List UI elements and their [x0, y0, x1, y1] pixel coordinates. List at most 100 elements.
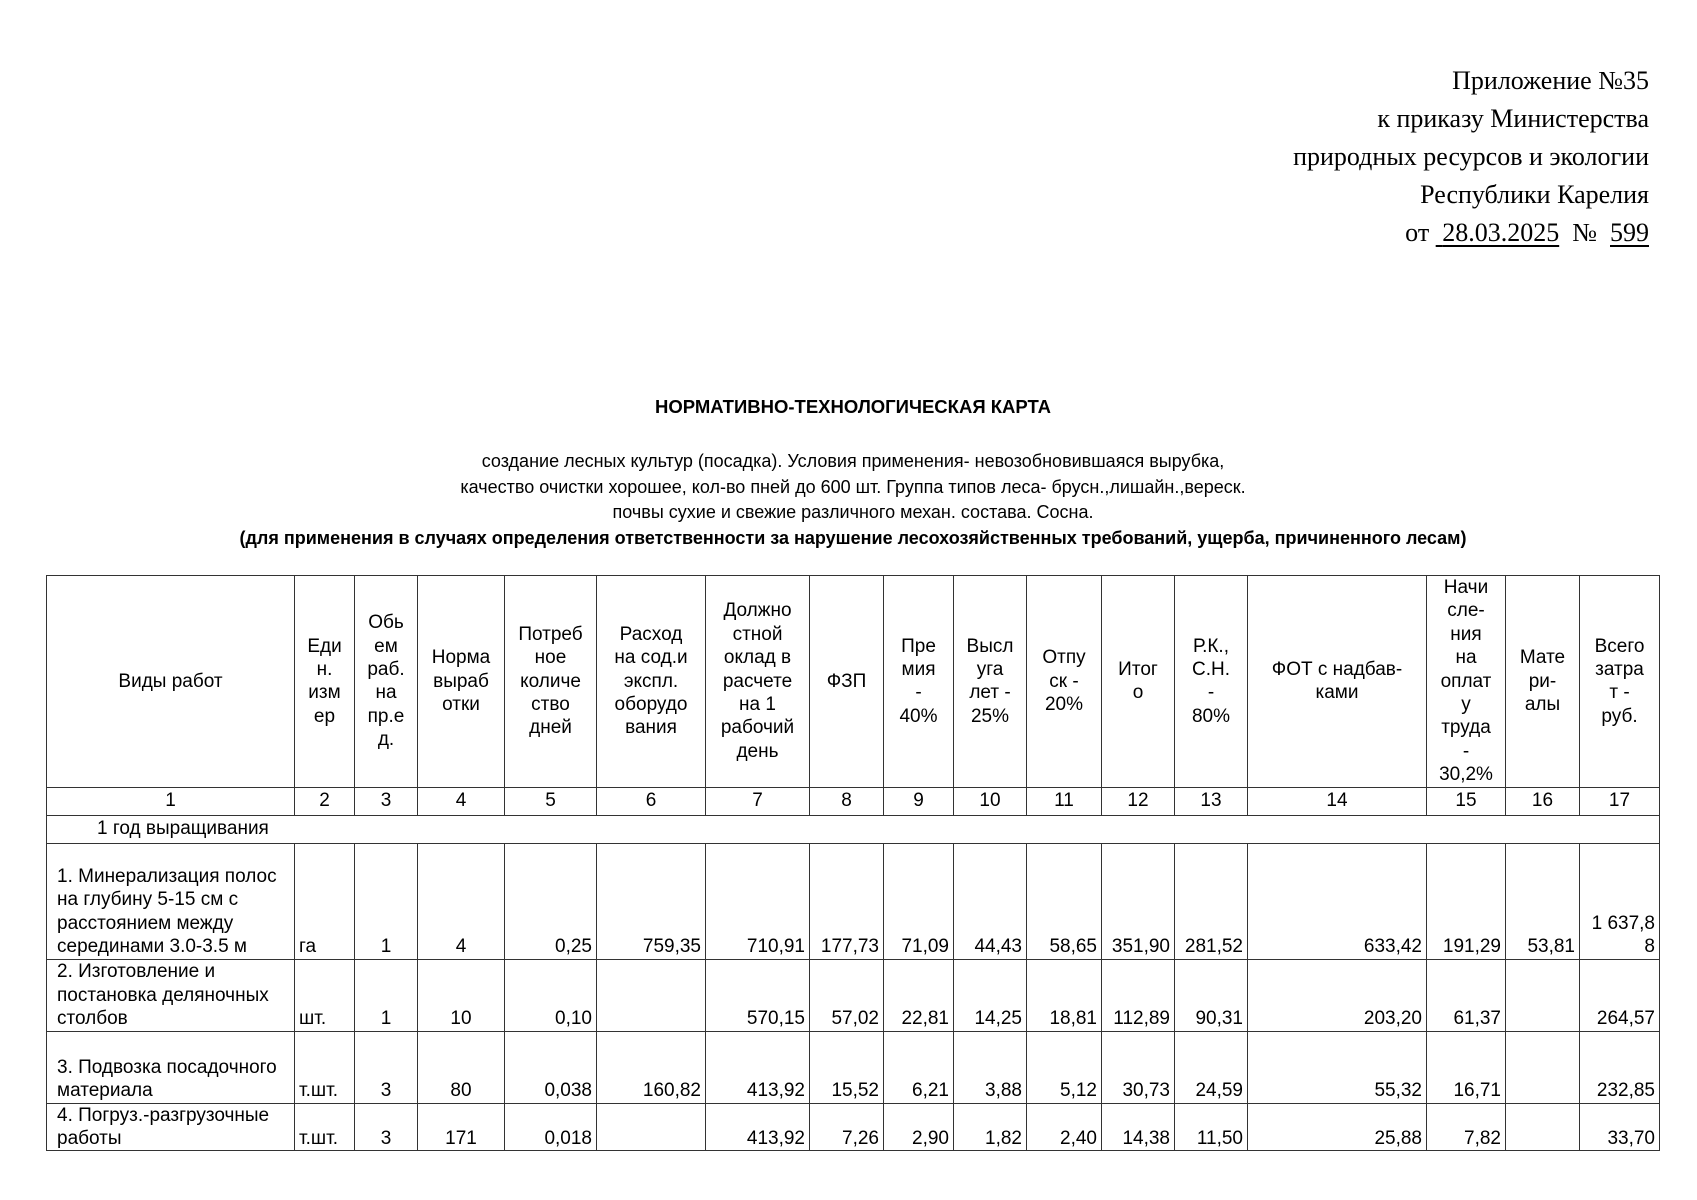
column-number-row: 1 2 3 4 5 6 7 8 9 10 11 12 13 14 15 16 17 [46, 786, 1660, 816]
order-date-value: 28.03.2025 [1442, 218, 1560, 247]
approval-date-line: от 28.03.2025 № 599 [1293, 214, 1649, 252]
column-number: 17 [1579, 786, 1660, 816]
value-cell: 55,32 [1247, 1030, 1427, 1104]
value-cell [1505, 1102, 1580, 1152]
column-header: Пре мия - 40% [883, 575, 954, 788]
column-header: Норма выраб отки [417, 575, 505, 788]
value-cell: 759,35 [596, 842, 706, 960]
column-number: 7 [705, 786, 810, 816]
value-cell: 44,43 [953, 842, 1027, 960]
work-type-cell: 4. Погруз.-разгрузочные работы [46, 1102, 295, 1152]
section-row: 1 год выращивания [46, 814, 1660, 844]
value-cell: 232,85 [1579, 1030, 1660, 1104]
header-row: Виды работ Еди н. изм ер Обь ем раб. на пр… [46, 575, 1660, 788]
column-number: 8 [809, 786, 884, 816]
value-cell: 14,25 [953, 958, 1027, 1032]
column-header: Отпу ск - 20% [1026, 575, 1102, 788]
value-cell: 1 [354, 958, 418, 1032]
from-label: от [1405, 218, 1430, 247]
value-cell: 61,37 [1426, 958, 1506, 1032]
value-cell: 11,50 [1174, 1102, 1248, 1152]
work-type-cell: 3. Подвозка посадочного материала [46, 1030, 295, 1104]
work-type-cell: 2. Изготовление и постановка деляночных … [46, 958, 295, 1032]
order-date: 28.03.2025 [1436, 218, 1560, 247]
column-number: 15 [1426, 786, 1506, 816]
column-number: 9 [883, 786, 954, 816]
value-cell [596, 958, 706, 1032]
column-number: 6 [596, 786, 706, 816]
value-cell: шт. [294, 958, 355, 1032]
column-header: Всего затра т - руб. [1579, 575, 1660, 788]
column-number: 16 [1505, 786, 1580, 816]
value-cell: 57,02 [809, 958, 884, 1032]
column-number: 1 [46, 786, 295, 816]
subtitle-note: (для применения в случаях определения от… [239, 527, 1467, 548]
value-cell: 53,81 [1505, 842, 1580, 960]
value-cell: 633,42 [1247, 842, 1427, 960]
document-title: НОРМАТИВНО-ТЕХНОЛОГИЧЕСКАЯ КАРТА [654, 396, 1051, 417]
value-cell: 191,29 [1426, 842, 1506, 960]
value-cell: 264,57 [1579, 958, 1660, 1032]
value-cell: 2,90 [883, 1102, 954, 1152]
value-cell: т.шт. [294, 1102, 355, 1152]
approval-line: к приказу Министерства [1377, 104, 1649, 133]
column-header: Должно стной оклад в расчете на 1 рабочи… [705, 575, 810, 788]
value-cell: 0,10 [504, 958, 597, 1032]
column-header: Потреб ное количе ство дней [504, 575, 597, 788]
table-row: 2. Изготовление и постановка деляночных … [46, 958, 1660, 1032]
value-cell: 80 [417, 1030, 505, 1104]
value-cell: га [294, 842, 355, 960]
value-cell: 281,52 [1174, 842, 1248, 960]
value-cell: 18,81 [1026, 958, 1102, 1032]
value-cell: 710,91 [705, 842, 810, 960]
column-number: 2 [294, 786, 355, 816]
column-header: Мате ри- алы [1505, 575, 1580, 788]
column-header: Расход на сод.и экспл. оборудо вания [596, 575, 706, 788]
approval-line: Республики Карелия [1420, 180, 1649, 209]
value-cell: 0,018 [504, 1102, 597, 1152]
value-cell: 171 [417, 1102, 505, 1152]
technology-table: Виды работ Еди н. изм ер Обь ем раб. на пр… [46, 575, 1660, 1152]
column-number: 14 [1247, 786, 1427, 816]
order-number: 599 [1610, 218, 1649, 247]
column-header: Итог о [1101, 575, 1175, 788]
value-cell: 4 [417, 842, 505, 960]
value-cell: 30,73 [1101, 1030, 1175, 1104]
column-number: 10 [953, 786, 1027, 816]
value-cell: 112,89 [1101, 958, 1175, 1032]
value-cell: 413,92 [705, 1030, 810, 1104]
value-cell: 6,21 [883, 1030, 954, 1104]
value-cell: 3 [354, 1030, 418, 1104]
work-type-cell: 1. Минерализация полос на глубину 5-15 с… [46, 842, 295, 960]
value-cell: 3 [354, 1102, 418, 1152]
column-header: Виды работ [46, 575, 295, 788]
column-number: 5 [504, 786, 597, 816]
column-number: 4 [417, 786, 505, 816]
column-number: 13 [1174, 786, 1248, 816]
value-cell [1505, 958, 1580, 1032]
value-cell: 203,20 [1247, 958, 1427, 1032]
table-row: 4. Погруз.-разгрузочные работы т.шт. 3 171 0… [46, 1102, 1660, 1152]
value-cell: 177,73 [809, 842, 884, 960]
value-cell: 58,65 [1026, 842, 1102, 960]
number-label: № [1572, 218, 1597, 247]
value-cell: 1,82 [953, 1102, 1027, 1152]
value-cell: 5,12 [1026, 1030, 1102, 1104]
value-cell: 14,38 [1101, 1102, 1175, 1152]
value-cell: 0,038 [504, 1030, 597, 1104]
column-header: Р.К., С.Н. - 80% [1174, 575, 1248, 788]
section-label: 1 год выращивания [46, 814, 1660, 844]
column-header: Начи сле- ния на оплат у труда - 30,2% [1426, 575, 1506, 788]
value-cell: 7,26 [809, 1102, 884, 1152]
value-cell: 10 [417, 958, 505, 1032]
value-cell: 3,88 [953, 1030, 1027, 1104]
table-row: 1. Минерализация полос на глубину 5-15 с… [46, 842, 1660, 960]
value-cell: 16,71 [1426, 1030, 1506, 1104]
column-number: 11 [1026, 786, 1102, 816]
value-cell: 22,81 [883, 958, 954, 1032]
subtitle-line: почвы сухие и свежие различного механ. с… [612, 502, 1094, 522]
approval-block: Приложение №35 к приказу Министерства пр… [1293, 62, 1649, 252]
subtitle-line: создание лесных культур (посадка). Услов… [481, 451, 1225, 471]
column-header: Высл уга лет - 25% [953, 575, 1027, 788]
value-cell: 2,40 [1026, 1102, 1102, 1152]
